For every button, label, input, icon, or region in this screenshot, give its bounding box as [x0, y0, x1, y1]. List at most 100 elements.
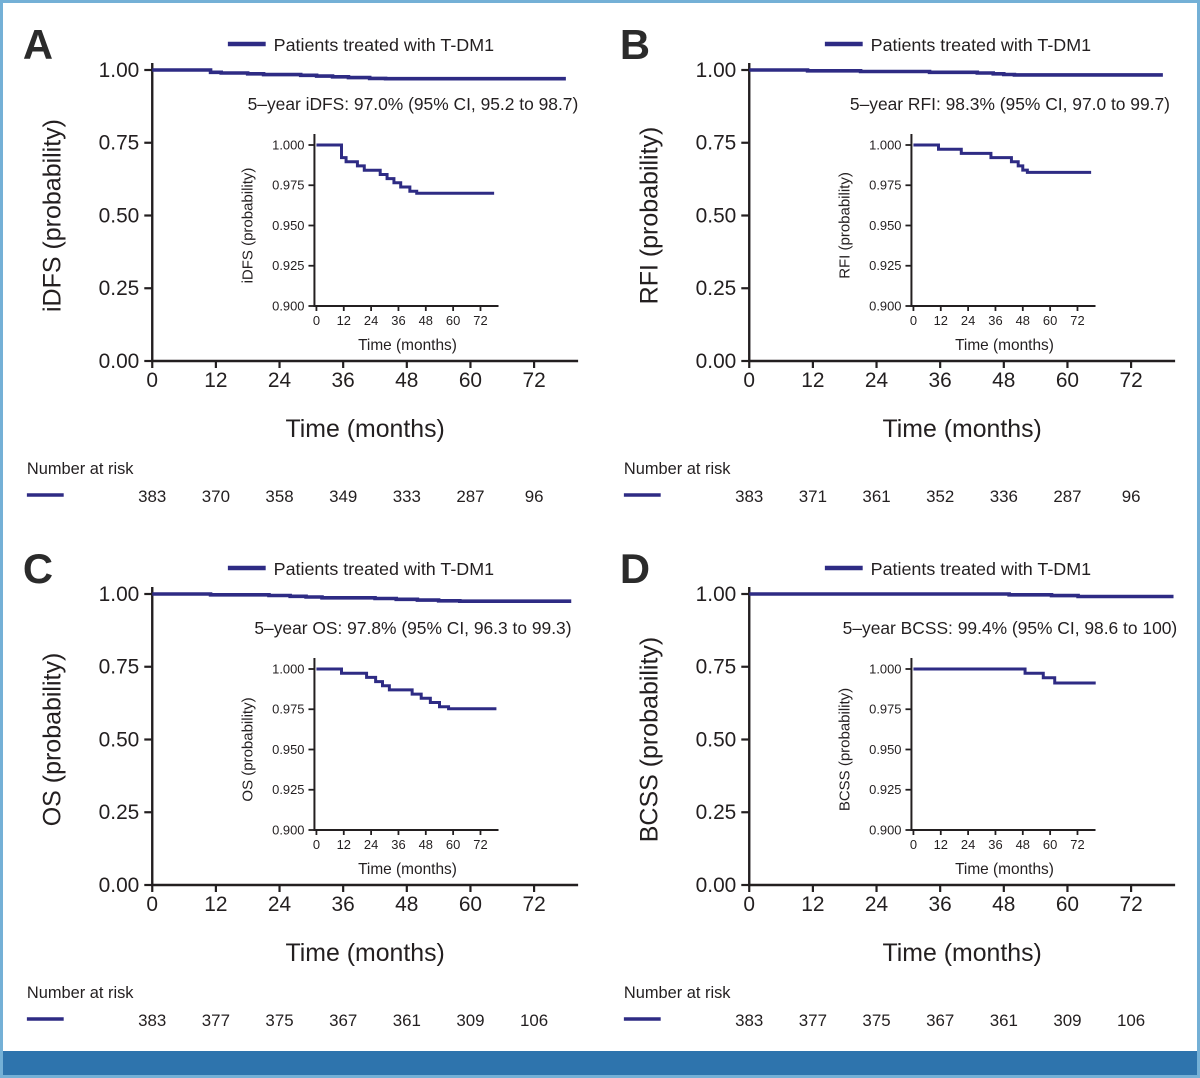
legend: Patients treated with T-DM1 [824, 559, 1091, 579]
risk-count: 106 [520, 1011, 548, 1030]
inset-axes [313, 658, 499, 831]
km-curve-main [749, 68, 1163, 77]
inset-axes [910, 134, 1096, 307]
inset-x-tick-label: 72 [1070, 837, 1084, 852]
main-y-tick-label: 0.25 [99, 801, 140, 824]
inset-y-tick-label: 0.975 [272, 702, 304, 717]
risk-count: 383 [735, 487, 763, 506]
panel-d-bcss: D Patients treated with T-DM1 1.00 0.75 0.50… [600, 527, 1197, 1051]
number-at-risk-label: Number at risk [624, 984, 731, 1002]
risk-count: 377 [799, 1011, 827, 1030]
inset-x-tick-label: 24 [961, 837, 975, 852]
panel-letter: A [23, 21, 53, 68]
inset-x-tick-label: 36 [391, 837, 405, 852]
main-x-axis-label: Time (months) [286, 415, 445, 443]
main-plot: 1.00 0.75 0.50 0.25 0.00 0 12 24 36 48 60 72 Time (m… [39, 583, 579, 967]
inset-y-tick-label: 1.000 [272, 661, 304, 676]
risk-count: 287 [1053, 487, 1081, 506]
km-curve-inset [316, 667, 497, 711]
main-x-tick-label: 60 [459, 893, 482, 916]
km-chart-os: C Patients treated with T-DM1 1.00 0.75 0.50… [23, 545, 579, 1030]
legend: Patients treated with T-DM1 [824, 35, 1091, 55]
main-x-tick-label: 72 [1119, 893, 1142, 916]
inset-y-axis-label: RFI (probability) [837, 172, 854, 279]
main-x-tick-label: 0 [743, 893, 755, 916]
inset-y-axis-label: iDFS (probability) [240, 168, 257, 284]
main-x-tick-label: 36 [929, 893, 952, 916]
main-x-tick-label: 72 [1119, 369, 1142, 392]
legend-label: Patients treated with T-DM1 [274, 35, 494, 55]
main-y-tick-label: 0.00 [696, 350, 737, 373]
risk-count: 371 [799, 487, 827, 506]
inset-y-tick-label: 0.925 [272, 258, 304, 273]
inset-y-tick-label: 0.975 [869, 178, 901, 193]
inset-y-tick-label: 0.900 [272, 822, 304, 837]
risk-count: 333 [393, 487, 421, 506]
main-y-tick-label: 0.50 [696, 728, 737, 751]
inset-x-tick-label: 12 [934, 313, 948, 328]
risk-count: 383 [138, 1011, 166, 1030]
panel-letter: C [23, 545, 53, 592]
main-y-tick-label: 0.75 [99, 656, 140, 679]
inset-y-tick-label: 0.950 [272, 218, 304, 233]
panel-grid: A Patients treated with T-DM1 1.00 0.75 0.50… [3, 3, 1197, 1051]
main-x-axis-label: Time (months) [883, 939, 1042, 967]
inset-plot: 1.000 0.975 0.950 0.925 0.900 0 12 24 36 48 60 72 Ti… [240, 134, 499, 354]
panel-a-idfs: A Patients treated with T-DM1 1.00 0.75 0.50… [3, 3, 600, 527]
main-y-tick-label: 0.50 [99, 728, 140, 751]
main-y-tick-label: 0.75 [696, 656, 737, 679]
panel-c-os: C Patients treated with T-DM1 1.00 0.75 0.50… [3, 527, 600, 1051]
risk-count: 370 [202, 487, 230, 506]
km-curve-main [749, 592, 1174, 599]
risk-count: 375 [265, 1011, 293, 1030]
inset-x-tick-label: 0 [910, 837, 917, 852]
main-y-tick-label: 0.75 [696, 132, 737, 155]
main-y-axis-label: OS (probability) [39, 653, 67, 827]
main-x-tick-label: 24 [268, 369, 292, 392]
panel-letter: D [620, 545, 650, 592]
inset-y-tick-label: 0.900 [869, 298, 901, 313]
km-chart-idfs: A Patients treated with T-DM1 1.00 0.75 0.50… [23, 21, 579, 506]
main-x-tick-label: 48 [395, 369, 418, 392]
inset-y-tick-label: 1.000 [869, 661, 901, 676]
inset-x-tick-label: 72 [473, 837, 487, 852]
main-y-tick-label: 1.00 [696, 59, 737, 82]
risk-count: 361 [990, 1011, 1018, 1030]
inset-y-tick-label: 0.900 [272, 298, 304, 313]
inset-x-tick-label: 72 [473, 313, 487, 328]
main-y-tick-label: 0.25 [99, 277, 140, 300]
inset-y-tick-label: 1.000 [869, 137, 901, 152]
inset-plot: 1.000 0.975 0.950 0.925 0.900 0 12 24 36 48 60 72 Ti… [837, 658, 1096, 878]
main-x-tick-label: 36 [332, 893, 355, 916]
inset-x-tick-label: 48 [419, 837, 433, 852]
inset-x-tick-label: 36 [988, 313, 1002, 328]
risk-count: 367 [926, 1011, 954, 1030]
inset-x-tick-label: 12 [337, 313, 351, 328]
main-x-tick-label: 60 [459, 369, 482, 392]
km-chart-rfi: B Patients treated with T-DM1 1.00 0.75 0.50… [620, 21, 1176, 506]
risk-count: 96 [1122, 487, 1141, 506]
inset-x-tick-label: 60 [446, 837, 460, 852]
main-x-tick-label: 24 [865, 369, 889, 392]
main-plot: 1.00 0.75 0.50 0.25 0.00 0 12 24 36 48 60 72 Time (m… [39, 59, 579, 443]
main-y-tick-label: 1.00 [696, 583, 737, 606]
inset-y-tick-label: 0.900 [869, 822, 901, 837]
risk-count: 352 [926, 487, 954, 506]
inset-x-tick-label: 72 [1070, 313, 1084, 328]
inset-x-axis-label: Time (months) [358, 861, 457, 878]
inset-y-tick-label: 0.950 [272, 742, 304, 757]
km-curve-main [152, 68, 566, 81]
main-x-tick-label: 60 [1056, 893, 1079, 916]
main-y-axis-label: RFI (probability) [636, 127, 664, 305]
main-y-axis-label: BCSS (probability) [636, 637, 664, 843]
main-y-tick-label: 0.00 [99, 874, 140, 897]
inset-y-tick-label: 0.950 [869, 742, 901, 757]
legend-label: Patients treated with T-DM1 [871, 35, 1091, 55]
inset-y-tick-label: 0.925 [869, 258, 901, 273]
main-y-tick-label: 0.50 [99, 204, 140, 227]
main-x-tick-label: 48 [395, 893, 418, 916]
risk-count: 383 [735, 1011, 763, 1030]
main-x-tick-label: 12 [204, 893, 227, 916]
